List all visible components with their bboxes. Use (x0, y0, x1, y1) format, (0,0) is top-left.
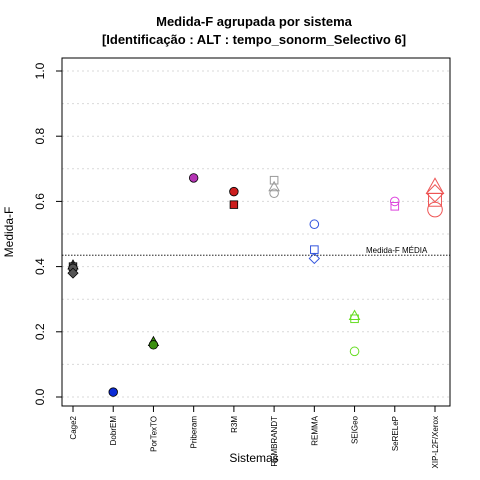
data-point-square (310, 245, 319, 254)
x-tick-label: XIP-L2F/Xerox (431, 416, 440, 468)
data-point-circle (188, 173, 199, 183)
y-tick-label: 0.4 (33, 258, 47, 275)
data-point-triangle (268, 180, 280, 192)
data-point-square (390, 201, 400, 211)
grid-lines (62, 70, 450, 398)
plot-frame (61, 57, 451, 407)
data-point-diamond (67, 267, 79, 279)
y-tick-label: 1.0 (33, 62, 47, 79)
reference-line-group: Medida-F MÉDIA (62, 246, 450, 256)
x-tick-label: REMMA (310, 415, 319, 445)
y-tick-label: 0.2 (33, 323, 47, 340)
x-axis-label: Sistemas (229, 451, 278, 465)
y-tick-label: 0.6 (33, 193, 47, 210)
y-tick-label: 0.0 (33, 388, 47, 405)
data-point-circle (389, 196, 400, 207)
data-point-circle (349, 346, 360, 357)
y-axis-label: Medida-F (2, 207, 16, 258)
data-point-circle (309, 219, 320, 230)
data-point-circle (108, 387, 118, 397)
data-point-square (350, 314, 359, 324)
x-tick-label: Cage2 (69, 415, 78, 439)
data-point-square (269, 175, 279, 185)
x-tick-label: SeRELeP (391, 416, 400, 451)
data-point-square (229, 200, 239, 209)
data-point-square (428, 192, 442, 207)
data-points (67, 173, 445, 397)
x-tick-label: REMBRANDT (270, 416, 279, 467)
reference-line-label: Medida-F MÉDIA (366, 246, 428, 255)
x-tick-label: PorTexTO (149, 416, 158, 452)
chart-title-line1: Medida-F agrupada por sistema (156, 14, 353, 29)
data-point-circle (229, 186, 239, 197)
data-point-diamond (308, 252, 321, 265)
x-axis: Cage2 DobrEM PorTexTO Priberam R3M REMBRANDT R… (69, 406, 440, 468)
data-point-circle (427, 201, 443, 218)
x-tick-label: SEIGeo (351, 415, 360, 444)
data-point-circle (269, 188, 279, 199)
x-tick-label: DobrEM (109, 416, 118, 446)
y-axis: 0.0 0.2 0.4 0.6 0.8 1.0 (33, 62, 62, 405)
y-tick-label: 0.8 (33, 128, 47, 145)
data-point-circle (148, 340, 159, 350)
x-tick-label: Priberam (190, 416, 199, 449)
chart-title-line2: [Identificação : ALT : tempo_sonorm_Sele… (102, 32, 406, 47)
x-tick-label: R3M (230, 416, 239, 433)
